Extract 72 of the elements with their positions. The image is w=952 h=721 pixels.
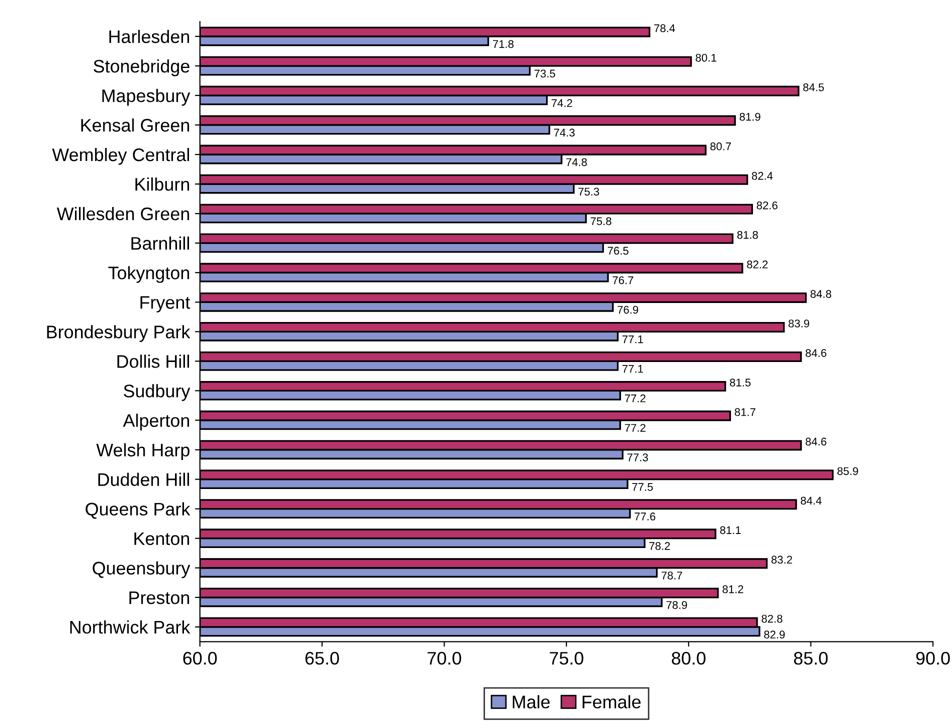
data-label: 81.1 [720, 526, 741, 534]
data-label: 75.3 [578, 188, 600, 196]
data-label: 82.8 [762, 614, 782, 623]
y-tick-label: Willesden Green [56, 207, 190, 220]
x-tick-label: 85.0 [794, 652, 828, 665]
data-label: 77.3 [627, 453, 648, 462]
data-label: 78.2 [649, 542, 670, 550]
data-label: 77.1 [622, 365, 644, 373]
y-tick-label: Sudbury [124, 384, 190, 401]
data-label: 85.9 [837, 467, 858, 476]
data-label: 81.7 [734, 408, 756, 416]
data-label: 81.2 [722, 585, 744, 594]
y-tick-label: Kilburn [135, 177, 190, 191]
data-label: 77.5 [632, 483, 653, 491]
data-label: 73.5 [534, 70, 556, 78]
y-tick-label: Queens Park [86, 502, 190, 519]
data-label: 82.9 [764, 630, 785, 639]
data-label: 80.7 [710, 142, 731, 150]
y-tick-label: Welsh Harp [96, 443, 190, 460]
data-label: 75.8 [590, 217, 612, 226]
data-label: 84.6 [806, 349, 826, 357]
y-tick-label: Northwick Park [70, 620, 190, 634]
data-label: 81.9 [740, 112, 760, 121]
y-tick-label: Barnhill [131, 236, 189, 250]
data-label: 76.5 [608, 246, 628, 255]
data-label: 77.1 [622, 335, 644, 344]
legend-label: Male [512, 695, 550, 708]
data-label: 77.6 [634, 512, 656, 520]
x-tick-label: 75.0 [550, 652, 584, 665]
y-tick-label: Dudden Hill [98, 472, 189, 486]
data-label: 81.8 [737, 230, 758, 239]
x-tick-label: 65.0 [305, 652, 339, 665]
legend-label: Female [582, 695, 641, 708]
data-label: 74.2 [552, 99, 572, 107]
y-tick-label: Fryent [140, 296, 190, 312]
y-tick-label: Stonebridge [94, 59, 190, 76]
y-tick-label: Alperton [122, 414, 190, 431]
x-tick-label: 80.0 [672, 652, 706, 665]
y-tick-label: Queensbury [92, 561, 190, 578]
y-tick-label: Mapesbury [102, 88, 190, 106]
data-label: 84.4 [800, 496, 822, 505]
x-tick-label: 60.0 [183, 652, 217, 665]
data-label: 71.8 [492, 40, 514, 48]
x-tick-label: 70.0 [428, 652, 462, 665]
y-tick-label: Kensal Green [81, 118, 190, 132]
x-tick-label: 90.0 [916, 652, 950, 665]
y-tick-label: Dollis Hill [117, 354, 189, 368]
data-label: 74.3 [554, 128, 575, 137]
data-label: 77.2 [624, 424, 646, 432]
data-label: 84.6 [806, 438, 826, 446]
data-label: 78.7 [662, 572, 682, 580]
data-label: 76.7 [612, 276, 634, 284]
y-tick-label: Brondesbury Park [47, 325, 190, 342]
data-label: 80.1 [696, 54, 716, 62]
data-label: 83.2 [771, 556, 792, 564]
y-tick-label: Harlesden [109, 30, 190, 44]
data-label: 82.2 [747, 260, 768, 268]
data-label: 81.5 [730, 378, 751, 386]
y-tick-label: Wembley Central [52, 148, 189, 165]
data-label: 78.9 [666, 601, 687, 609]
data-label: 82.6 [756, 201, 778, 210]
y-tick-label: Kenton [134, 532, 190, 546]
data-label: 83.9 [788, 320, 810, 328]
data-label: 74.8 [566, 158, 587, 166]
y-tick-label: Tokyngton [108, 266, 190, 283]
data-label: 76.9 [618, 306, 638, 314]
data-label: 78.4 [654, 24, 675, 32]
data-label: 84.8 [810, 290, 832, 298]
data-label: 84.5 [803, 83, 824, 92]
data-label: 82.4 [752, 172, 773, 180]
data-label: 77.2 [624, 394, 646, 402]
y-tick-label: Preston [129, 592, 190, 604]
